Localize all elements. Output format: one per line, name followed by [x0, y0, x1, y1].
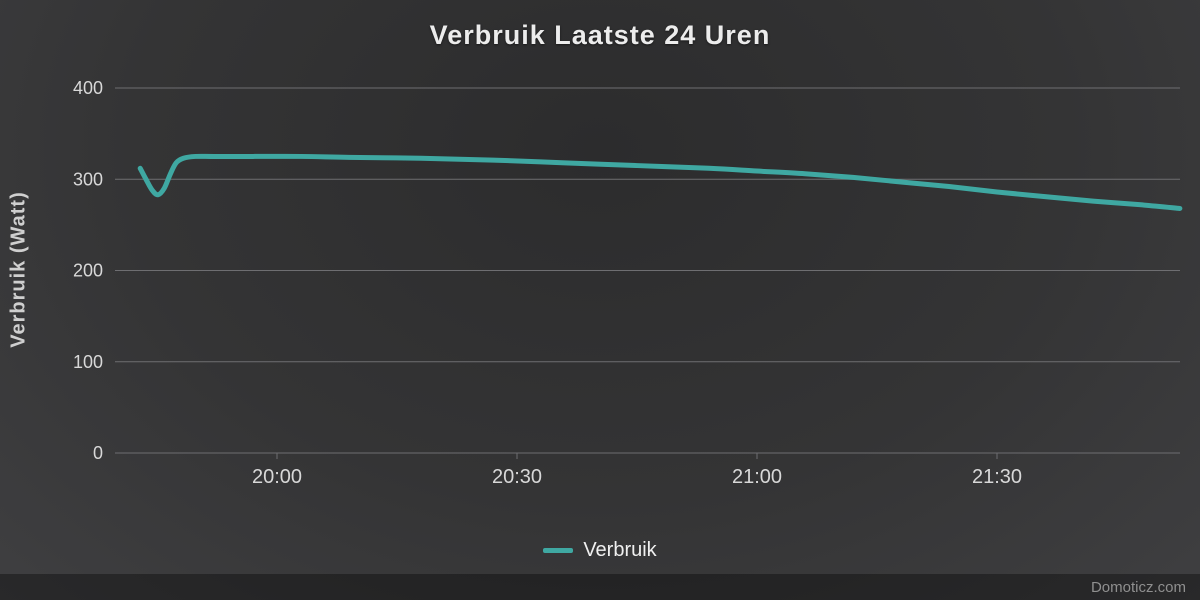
chart-title: Verbruik Laatste 24 Uren [429, 20, 771, 50]
y-tick-label: 0 [93, 443, 103, 463]
x-tick-label: 21:00 [732, 466, 782, 488]
series-line-verbruik [137, 153, 1183, 211]
x-tick-label: 21:30 [972, 466, 1022, 488]
y-tick-label: 400 [73, 78, 103, 98]
legend[interactable]: Verbruik [0, 539, 1200, 562]
y-tick-label: 100 [73, 352, 103, 372]
x-tick-label: 20:30 [492, 466, 542, 488]
watermark[interactable]: Domoticz.com [1090, 578, 1186, 596]
y-tick-label: 200 [73, 261, 103, 281]
footer-bar: Domoticz.com [0, 574, 1200, 600]
x-tick-label: 20:00 [252, 466, 302, 488]
legend-line-swatch [543, 548, 574, 553]
y-tick-label: 300 [73, 169, 103, 189]
legend-label: Verbruik [583, 539, 657, 561]
